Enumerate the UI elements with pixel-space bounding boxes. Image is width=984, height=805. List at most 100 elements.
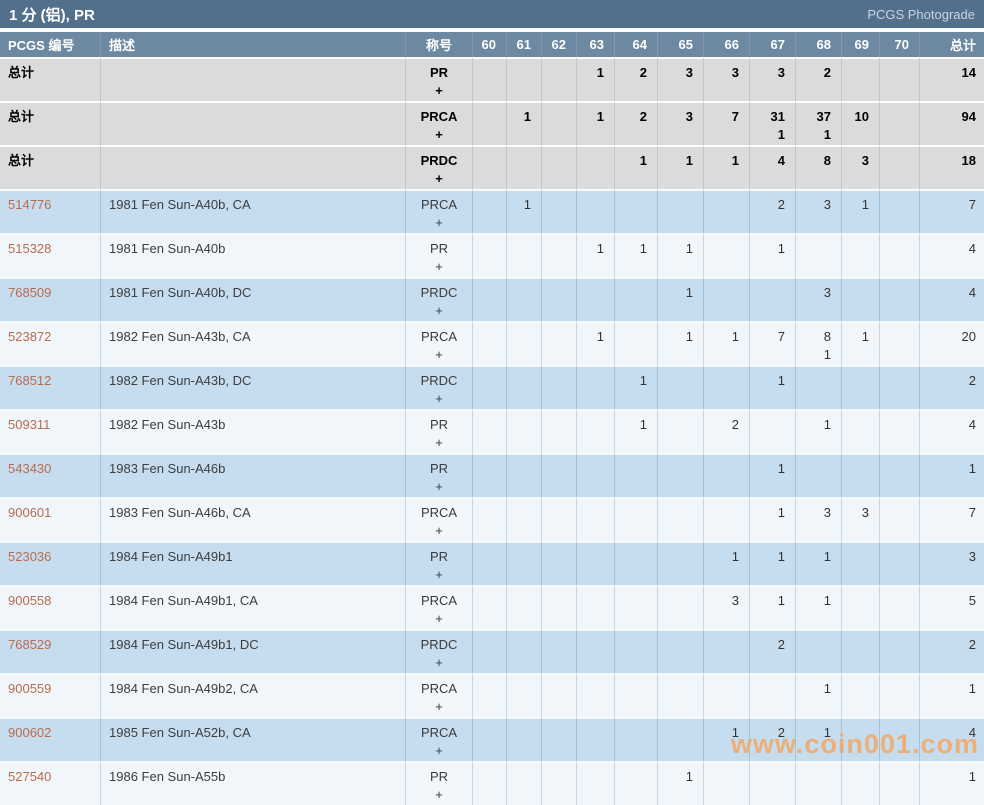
pcgs-number-link[interactable]: 515328 <box>8 241 52 256</box>
designation-cell: PRDC + <box>405 277 472 321</box>
grade-cell-66 <box>703 629 749 673</box>
pcgs-number-link[interactable]: 523036 <box>8 549 52 564</box>
grade-cell-61 <box>506 57 541 101</box>
number-cell: 768509 <box>0 277 100 321</box>
pcgs-number-link[interactable]: 543430 <box>8 461 52 476</box>
pcgs-number-link[interactable]: 523872 <box>8 329 52 344</box>
grade-cell-69 <box>841 233 879 277</box>
grade-cell-66: 3 <box>703 57 749 101</box>
grade-cell-69 <box>841 409 879 453</box>
table-row: 900601 1983 Fen Sun-A46b, CA PRCA +1 3 3 7 <box>0 497 984 541</box>
grade-cell-66: 2 <box>703 409 749 453</box>
grade-cell-63 <box>576 629 614 673</box>
grade-cell-65: 1 <box>657 321 703 365</box>
grade-cell-67: 1 <box>749 497 795 541</box>
grade-cell-61 <box>506 585 541 629</box>
grade-cell-68 <box>795 629 841 673</box>
grade-cell-64: 1 <box>614 233 657 277</box>
designation-cell: PR + <box>405 57 472 101</box>
description-cell <box>100 101 405 145</box>
grade-cell-60 <box>472 541 506 585</box>
grade-cell-63 <box>576 453 614 497</box>
grade-cell-65 <box>657 189 703 233</box>
grade-cell-62 <box>541 145 576 189</box>
grade-cell-67: 1 <box>749 365 795 409</box>
header-description: 描述 <box>100 32 405 57</box>
grade-cell-64 <box>614 761 657 805</box>
pcgs-number-link[interactable]: 514776 <box>8 197 52 212</box>
grade-cell-64 <box>614 321 657 365</box>
description-cell: 1984 Fen Sun-A49b1 <box>100 541 405 585</box>
total-row-label: 总计 <box>0 101 100 145</box>
pcgs-number-link[interactable]: 509311 <box>8 417 51 432</box>
grade-cell-61 <box>506 365 541 409</box>
pcgs-number-link[interactable]: 900602 <box>8 725 52 740</box>
grade-cell-60 <box>472 277 506 321</box>
pcgs-number-link[interactable]: 768529 <box>8 637 52 652</box>
grade-cell-63 <box>576 409 614 453</box>
grade-cell-69: 1 <box>841 321 879 365</box>
grade-cell-62 <box>541 321 576 365</box>
summary-row: 总计 PRDC +1 1 1 4 8 3 18 <box>0 145 984 189</box>
grade-cell-69 <box>841 673 879 717</box>
grade-cell-67: 2 <box>749 717 795 761</box>
pcgs-number-link[interactable]: 768512 <box>8 373 52 388</box>
table-row: 900558 1984 Fen Sun-A49b1, CA PRCA +3 1 1 5 <box>0 585 984 629</box>
grade-cell-69 <box>841 277 879 321</box>
grade-cell-62 <box>541 233 576 277</box>
pcgs-number-link[interactable]: 900559 <box>8 681 52 696</box>
grade-cell-69 <box>841 453 879 497</box>
header-grade-66: 66 <box>703 32 749 57</box>
designation-cell: PRCA + <box>405 189 472 233</box>
grade-cell-63 <box>576 761 614 805</box>
grade-cell-69: 10 <box>841 101 879 145</box>
table-row: 515328 1981 Fen Sun-A40b PR +1 1 1 1 4 <box>0 233 984 277</box>
grade-cell-64 <box>614 585 657 629</box>
grade-cell-61 <box>506 233 541 277</box>
number-cell: 515328 <box>0 233 100 277</box>
pcgs-number-link[interactable]: 768509 <box>8 285 52 300</box>
grade-cell-65 <box>657 365 703 409</box>
grade-cell-65 <box>657 673 703 717</box>
table-row: 509311 1982 Fen Sun-A43b PR + 1 2 1 4 <box>0 409 984 453</box>
header-grade-69: 69 <box>841 32 879 57</box>
grade-cell-61 <box>506 453 541 497</box>
grade-cell-64 <box>614 277 657 321</box>
pcgs-photograde-link[interactable]: PCGS Photograde <box>867 6 975 22</box>
description-cell: 1986 Fen Sun-A55b <box>100 761 405 805</box>
grade-cell-61 <box>506 277 541 321</box>
grade-cell-69: 3 <box>841 145 879 189</box>
header-total: 总计 <box>919 32 984 57</box>
designation-cell: PRCA + <box>405 321 472 365</box>
pcgs-number-link[interactable]: 900601 <box>8 505 52 520</box>
number-cell: 900559 <box>0 673 100 717</box>
grade-cell-60 <box>472 717 506 761</box>
grade-cell-68: 2 <box>795 57 841 101</box>
grade-cell-67 <box>749 277 795 321</box>
pcgs-number-link[interactable]: 900558 <box>8 593 52 608</box>
grade-cell-68: 1 <box>795 717 841 761</box>
grade-cell-63 <box>576 673 614 717</box>
number-cell: 900602 <box>0 717 100 761</box>
grade-cell-60 <box>472 585 506 629</box>
designation-cell: PR + <box>405 233 472 277</box>
designation-cell: PRCA + <box>405 101 472 145</box>
grade-cell-66 <box>703 277 749 321</box>
designation-cell: PRDC + <box>405 145 472 189</box>
grade-cell-67: 7 <box>749 321 795 365</box>
grade-cell-65 <box>657 497 703 541</box>
total-cell: 2 <box>919 365 984 409</box>
total-row-label: 总计 <box>0 57 100 101</box>
number-cell: 768529 <box>0 629 100 673</box>
description-cell: 1982 Fen Sun-A43b <box>100 409 405 453</box>
grade-cell-61 <box>506 717 541 761</box>
grade-cell-70 <box>879 57 919 101</box>
grade-cell-68: 37 1 <box>795 101 841 145</box>
grade-cell-67: 1 <box>749 585 795 629</box>
grade-cell-64 <box>614 541 657 585</box>
designation-cell: PR + <box>405 541 472 585</box>
grade-cell-65: 1 <box>657 761 703 805</box>
pcgs-number-link[interactable]: 527540 <box>8 769 52 784</box>
grade-cell-64: 2 <box>614 57 657 101</box>
total-cell: 1 <box>919 761 984 805</box>
